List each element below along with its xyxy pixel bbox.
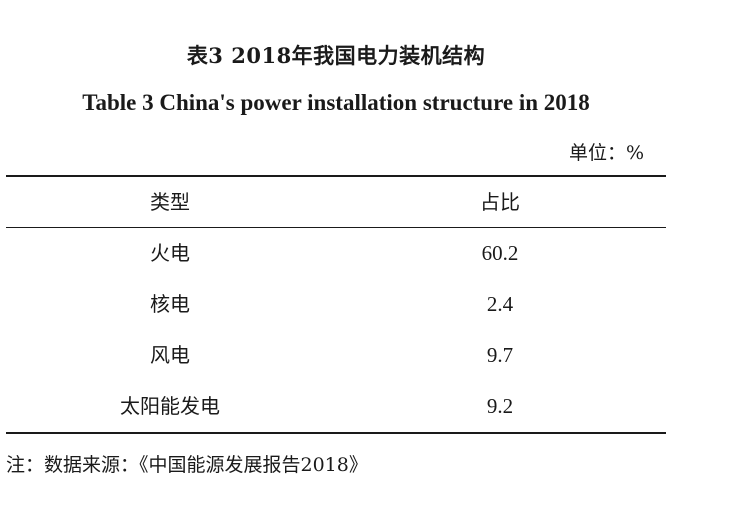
header-type: 类型 <box>150 190 190 214</box>
header-share: 占比 <box>480 190 520 214</box>
table-title-english: Table 3 China's power installation struc… <box>82 90 590 115</box>
table-title-chinese: 表3 2018年我国电力装机结构 <box>186 43 486 68</box>
row-share-thermal: 60.2 <box>481 241 519 265</box>
table-header-rule <box>6 227 666 228</box>
row-share-nuclear: 2.4 <box>486 292 514 316</box>
row-type-wind: 风电 <box>150 343 190 367</box>
unit-label: 单位：% <box>568 142 644 164</box>
row-share-wind: 9.7 <box>486 343 514 367</box>
row-type-solar: 太阳能发电 <box>120 394 220 418</box>
table-top-rule <box>6 175 666 177</box>
row-type-thermal: 火电 <box>150 241 190 265</box>
row-type-nuclear: 核电 <box>150 292 190 316</box>
source-note: 注：数据来源：《中国能源发展报告2018》 <box>6 454 368 476</box>
row-share-solar: 9.2 <box>486 394 514 418</box>
table-bottom-rule <box>6 432 666 434</box>
